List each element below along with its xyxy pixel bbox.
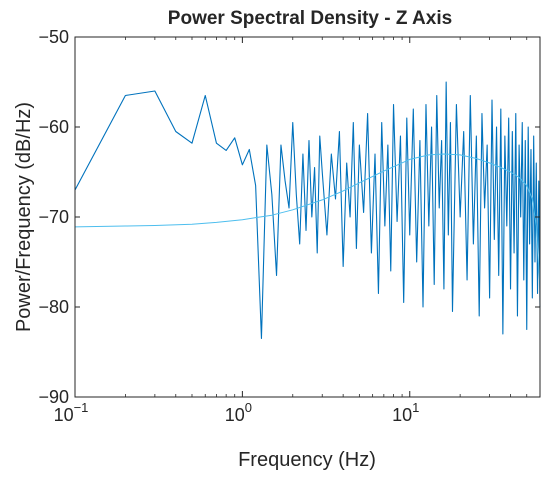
series-layer xyxy=(74,81,541,340)
y-tick-label: −90 xyxy=(38,387,69,407)
x-tick-label: 101 xyxy=(392,400,419,425)
chart-title: Power Spectral Density - Z Axis xyxy=(168,8,452,29)
y-axis-label: Power/Frequency (dB/Hz) xyxy=(13,102,35,332)
y-tick-label: −70 xyxy=(38,207,69,227)
y-tick-label: −80 xyxy=(38,297,69,317)
plot-area xyxy=(75,37,540,397)
series-line-2 xyxy=(74,153,541,290)
x-axis-label: Frequency (Hz) xyxy=(238,449,376,471)
y-tick-label: −60 xyxy=(38,117,69,137)
series-line-1 xyxy=(74,81,541,340)
y-tick-label: −50 xyxy=(38,27,69,47)
